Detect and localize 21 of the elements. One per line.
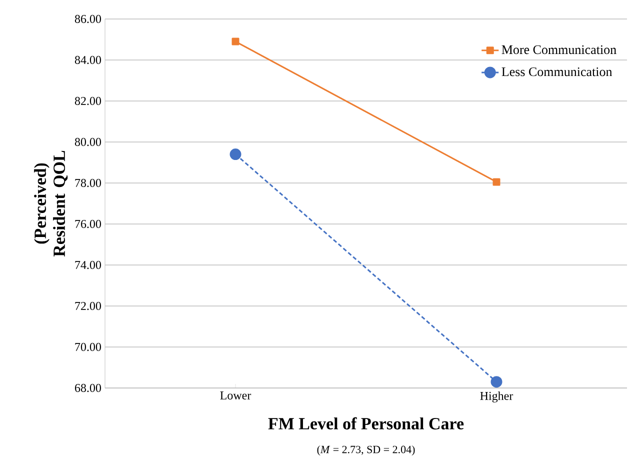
y-tick-label: 78.00	[75, 178, 102, 188]
y-tick-label: 82.00	[74, 96, 102, 106]
legend-label: More Communication	[502, 45, 616, 54]
point	[490, 376, 502, 388]
y-tick-label: 86.00	[74, 14, 102, 24]
point	[232, 38, 240, 46]
y-tick-label: 72.00	[75, 302, 102, 310]
y-axis-title: (Perceived) Resident QOL	[34, 150, 68, 257]
y-tick-label: 74.00	[75, 260, 102, 270]
y-tick-label: 84.00	[74, 56, 102, 64]
y-tick-label: 76.00	[75, 220, 102, 228]
x-tick-label: Lower	[220, 392, 252, 400]
text: (M = 2.73, SD = 2.04)	[317, 445, 415, 456]
point	[492, 178, 500, 186]
point	[230, 148, 242, 160]
y-tick-label: 68.00	[74, 384, 102, 392]
y-tick-label: 70.00	[75, 342, 102, 352]
x-tick-label: Higher	[480, 392, 514, 402]
x-axis-title: FM Level of Personal Care	[268, 417, 464, 430]
legend-label: Less Communication	[502, 67, 612, 76]
y-tick-label: 80.00	[74, 138, 102, 146]
